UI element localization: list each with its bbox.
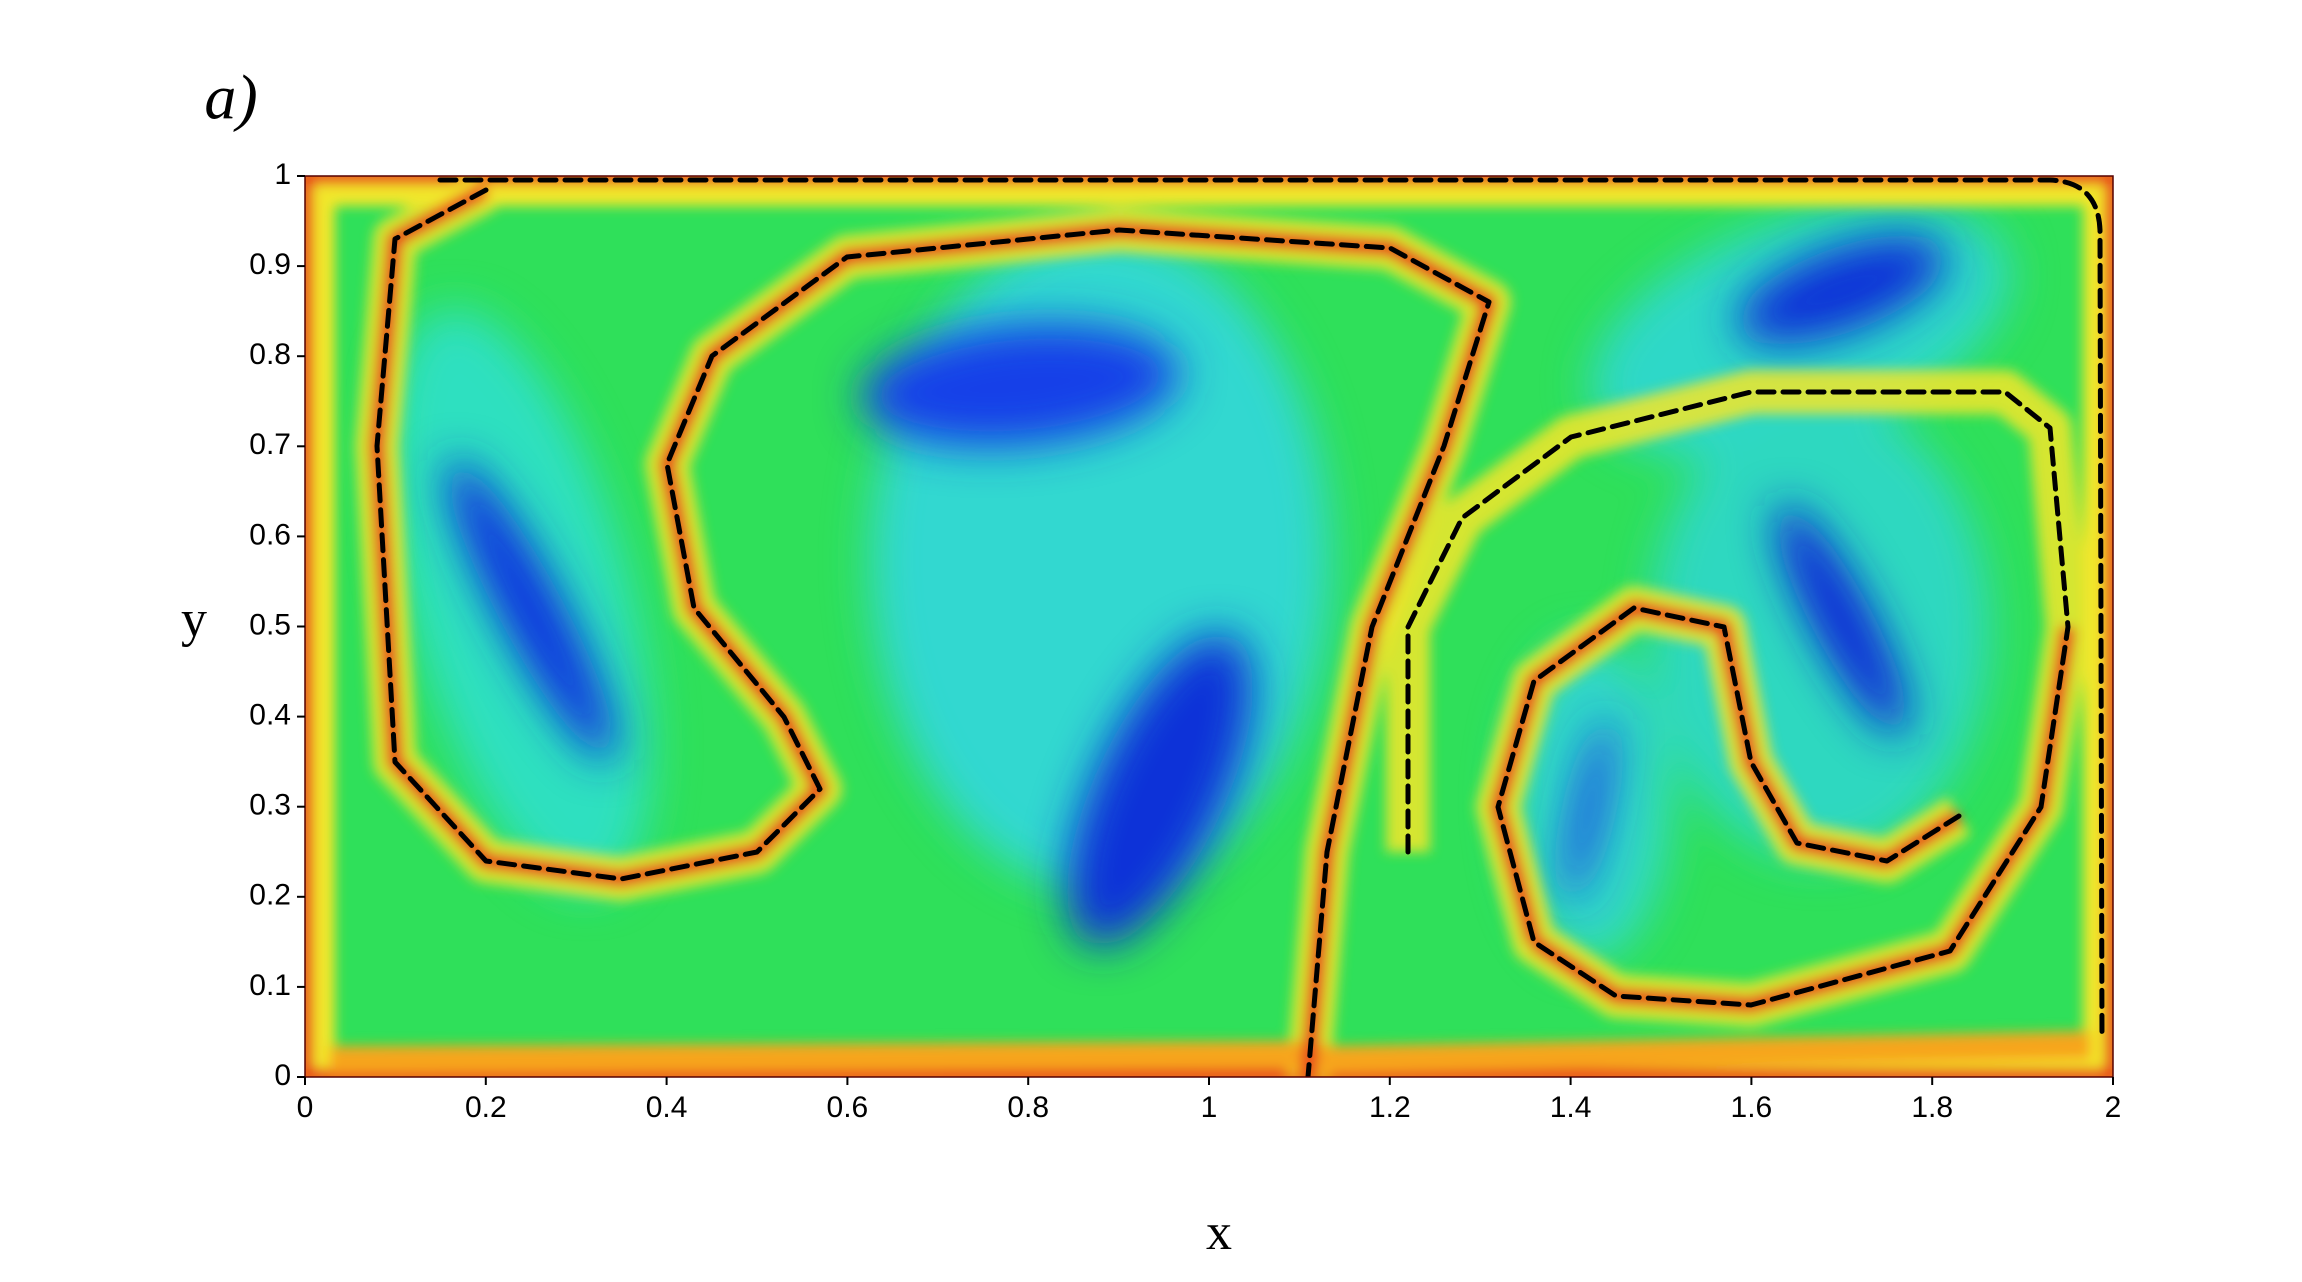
y-tick-label: 0.7 [249, 428, 291, 461]
y-tick-label: 0.3 [249, 789, 291, 822]
x-tick-label: 0.6 [827, 1091, 869, 1124]
x-tick-label: 1.4 [1550, 1091, 1592, 1124]
y-tick-label: 0 [274, 1059, 291, 1092]
y-tick-label: 0.1 [249, 969, 291, 1002]
y-tick-label: 0.5 [249, 608, 291, 641]
x-tick-label: 1.2 [1369, 1091, 1411, 1124]
x-tick-label: 1.8 [1911, 1091, 1953, 1124]
y-tick-label: 0.2 [249, 879, 291, 912]
dashed-curve [374, 187, 1492, 1077]
x-axis-label: x [1206, 1204, 1232, 1261]
x-tick-label: 1 [1201, 1091, 1218, 1124]
y-tick-label: 0.6 [249, 518, 291, 551]
dashed-curve [437, 177, 2105, 1043]
y-axis-label: y [181, 591, 207, 648]
x-tick-label: 0.2 [465, 1091, 507, 1124]
x-tick-label: 0.8 [1007, 1091, 1049, 1124]
field [305, 176, 2113, 1077]
y-tick-label: 0.4 [249, 699, 291, 732]
y-tick-label: 0.9 [249, 248, 291, 281]
y-tick-label: 0.8 [249, 338, 291, 371]
x-tick-label: 0.4 [646, 1091, 688, 1124]
x-tick-label: 0 [297, 1091, 314, 1124]
dashed-curve [1405, 389, 2071, 1008]
field-blue [446, 235, 1947, 947]
x-tick-label: 2 [2105, 1091, 2122, 1124]
y-tick-label: 1 [274, 158, 291, 191]
x-tick-label: 1.6 [1731, 1091, 1773, 1124]
chart-title: a) [204, 62, 257, 133]
